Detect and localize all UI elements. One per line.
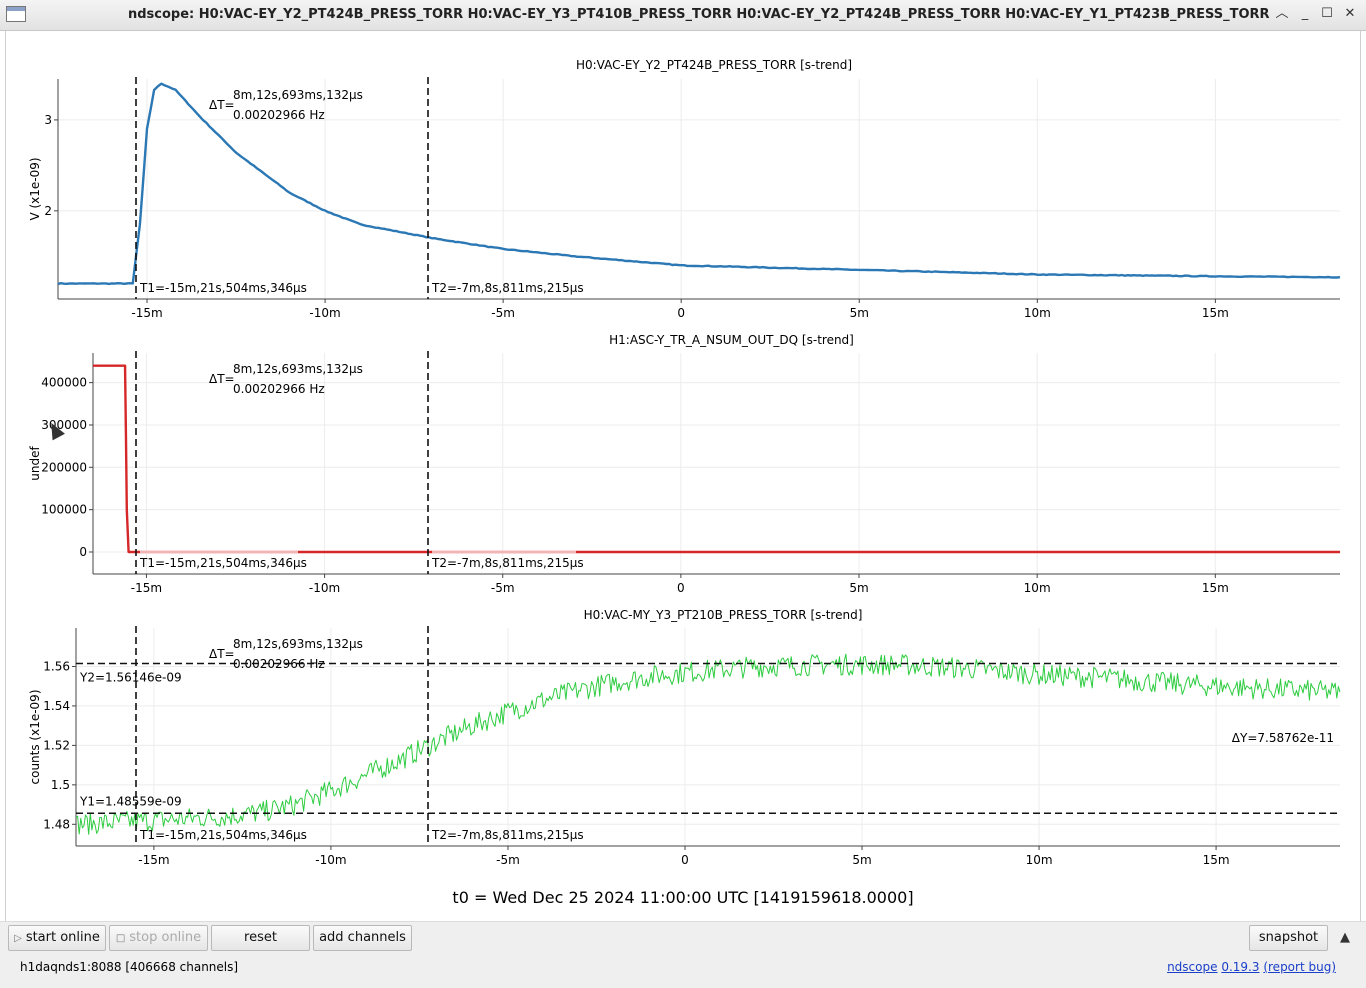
reset-button[interactable]: reset [211,925,310,951]
plot-panel: H0:VAC-EY_Y2_PT424B_PRESS_TORR [s-trend]… [28,58,1341,320]
x-tick-label: 10m [1024,306,1051,320]
plot-title: H0:VAC-EY_Y2_PT424B_PRESS_TORR [s-trend] [576,58,852,72]
x-tick-label: 0 [677,306,685,320]
app-window-icon [6,6,26,22]
series-line [57,82,1341,286]
y-tick-label: 100000 [41,503,87,517]
y1-cursor-label: Y1=1.48559e-09 [79,794,182,808]
triangle-up-icon[interactable]: ▲ [1340,930,1350,945]
plot-title: H1:ASC-Y_TR_A_NSUM_OUT_DQ [s-trend] [609,333,854,347]
x-tick-label: 5m [852,853,871,867]
x-tick-label: 15m [1203,853,1230,867]
stop-online-button[interactable]: □ stop online [109,925,208,951]
t2-cursor-label: T2=-7m,8s,811ms,215µs [431,556,584,570]
y-tick-label: 1.5 [51,778,70,792]
about-links: ndscope 0.19.3 (report bug) [1167,960,1336,974]
x-tick-label: -10m [309,581,340,595]
time-origin-label: t0 = Wed Dec 25 2024 11:00:00 UTC [14191… [452,888,914,907]
plot-panel: H0:VAC-MY_Y3_PT210B_PRESS_TORR [s-trend]… [28,608,1341,867]
x-tick-label: -15m [138,853,169,867]
y-tick-label: 400000 [41,376,87,390]
close-icon[interactable]: ✕ [1344,6,1356,21]
x-tick-label: 10m [1024,581,1051,595]
version-link[interactable]: 0.19.3 [1221,960,1260,974]
t1-cursor-label: T1=-15m,21s,504ms,346µs [139,828,307,842]
x-tick-label: 10m [1026,853,1053,867]
delta-t-value: 8m,12s,693ms,132µs [233,88,363,102]
y-tick-label: 1.52 [43,738,70,752]
t1-cursor-label: T1=-15m,21s,504ms,346µs [139,281,307,295]
x-tick-label: -15m [131,306,162,320]
t2-cursor-label: T2=-7m,8s,811ms,215µs [431,281,584,295]
plot-panel: H1:ASC-Y_TR_A_NSUM_OUT_DQ [s-trend] -15m -… [28,333,1340,595]
delta-y-label: ΔY=7.58762e-11 [1232,731,1334,745]
y2-cursor-label: Y2=1.56146e-09 [79,671,182,685]
stop-online-label: stop online [129,930,202,945]
y-tick-label: 1.48 [43,817,70,831]
chevron-up-icon[interactable]: ︿ [1275,6,1289,21]
play-icon: ▷ [14,933,22,944]
y-axis-label: V (x1e-09) [28,157,42,220]
maximize-icon[interactable]: ☐ [1321,6,1333,21]
start-online-button[interactable]: ▷ start online [8,925,106,951]
x-tick-label: 5m [850,306,869,320]
bottom-toolbar: ▷ start online □ stop online reset add cha… [0,921,1366,988]
report-bug-link[interactable]: (report bug) [1263,960,1336,974]
y-tick-label: 3 [44,113,52,127]
y-axis-label: undef [28,446,42,481]
ndscope-link[interactable]: ndscope [1167,960,1218,974]
x-tick-label: 15m [1202,306,1229,320]
add-channels-button[interactable]: add channels [313,925,412,951]
x-tick-label: -5m [491,581,515,595]
delta-t-value: 8m,12s,693ms,132µs [233,637,363,651]
delta-t-label: ΔT= [209,647,235,661]
y-tick-label: 1.56 [43,659,70,673]
title-bar: ndscope: H0:VAC-EY_Y2_PT424B_PRESS_TORR … [0,0,1366,31]
y-tick-label: 2 [44,204,52,218]
delta-t-label: ΔT= [209,98,235,112]
y-tick-label: 1.54 [43,699,70,713]
y-axis-label: counts (x1e-09) [28,689,42,784]
series-line [75,653,1341,835]
x-tick-label: 0 [681,853,689,867]
delta-t-label: ΔT= [209,372,235,386]
x-tick-label: -5m [496,853,520,867]
t1-cursor-label: T1=-15m,21s,504ms,346µs [139,556,307,570]
x-tick-label: -10m [309,306,340,320]
server-status: h1daqnds1:8088 [406668 channels] [20,960,239,974]
plot-area[interactable]: H0:VAC-EY_Y2_PT424B_PRESS_TORR [s-trend]… [0,31,1366,881]
x-tick-label: 15m [1202,581,1229,595]
t2-cursor-label: T2=-7m,8s,811ms,215µs [431,828,584,842]
delta-f-label: 0.00202966 Hz [233,382,325,396]
x-tick-label: -10m [315,853,346,867]
start-online-label: start online [25,930,100,945]
snapshot-button[interactable]: snapshot [1249,925,1328,951]
x-tick-label: -5m [491,306,515,320]
window-title: ndscope: H0:VAC-EY_Y2_PT424B_PRESS_TORR … [128,7,1270,22]
delta-f-label: 0.00202966 Hz [233,108,325,122]
y-tick-label: 0 [79,545,87,559]
x-tick-label: 5m [849,581,868,595]
x-tick-label: 0 [677,581,685,595]
stop-icon: □ [115,933,126,944]
delta-t-value: 8m,12s,693ms,132µs [233,362,363,376]
y-tick-label: 300000 [41,418,87,432]
x-tick-label: -15m [131,581,162,595]
y-tick-label: 200000 [41,460,87,474]
plot-title: H0:VAC-MY_Y3_PT210B_PRESS_TORR [s-trend] [584,608,863,622]
minimize-icon[interactable]: _ [1301,6,1309,21]
